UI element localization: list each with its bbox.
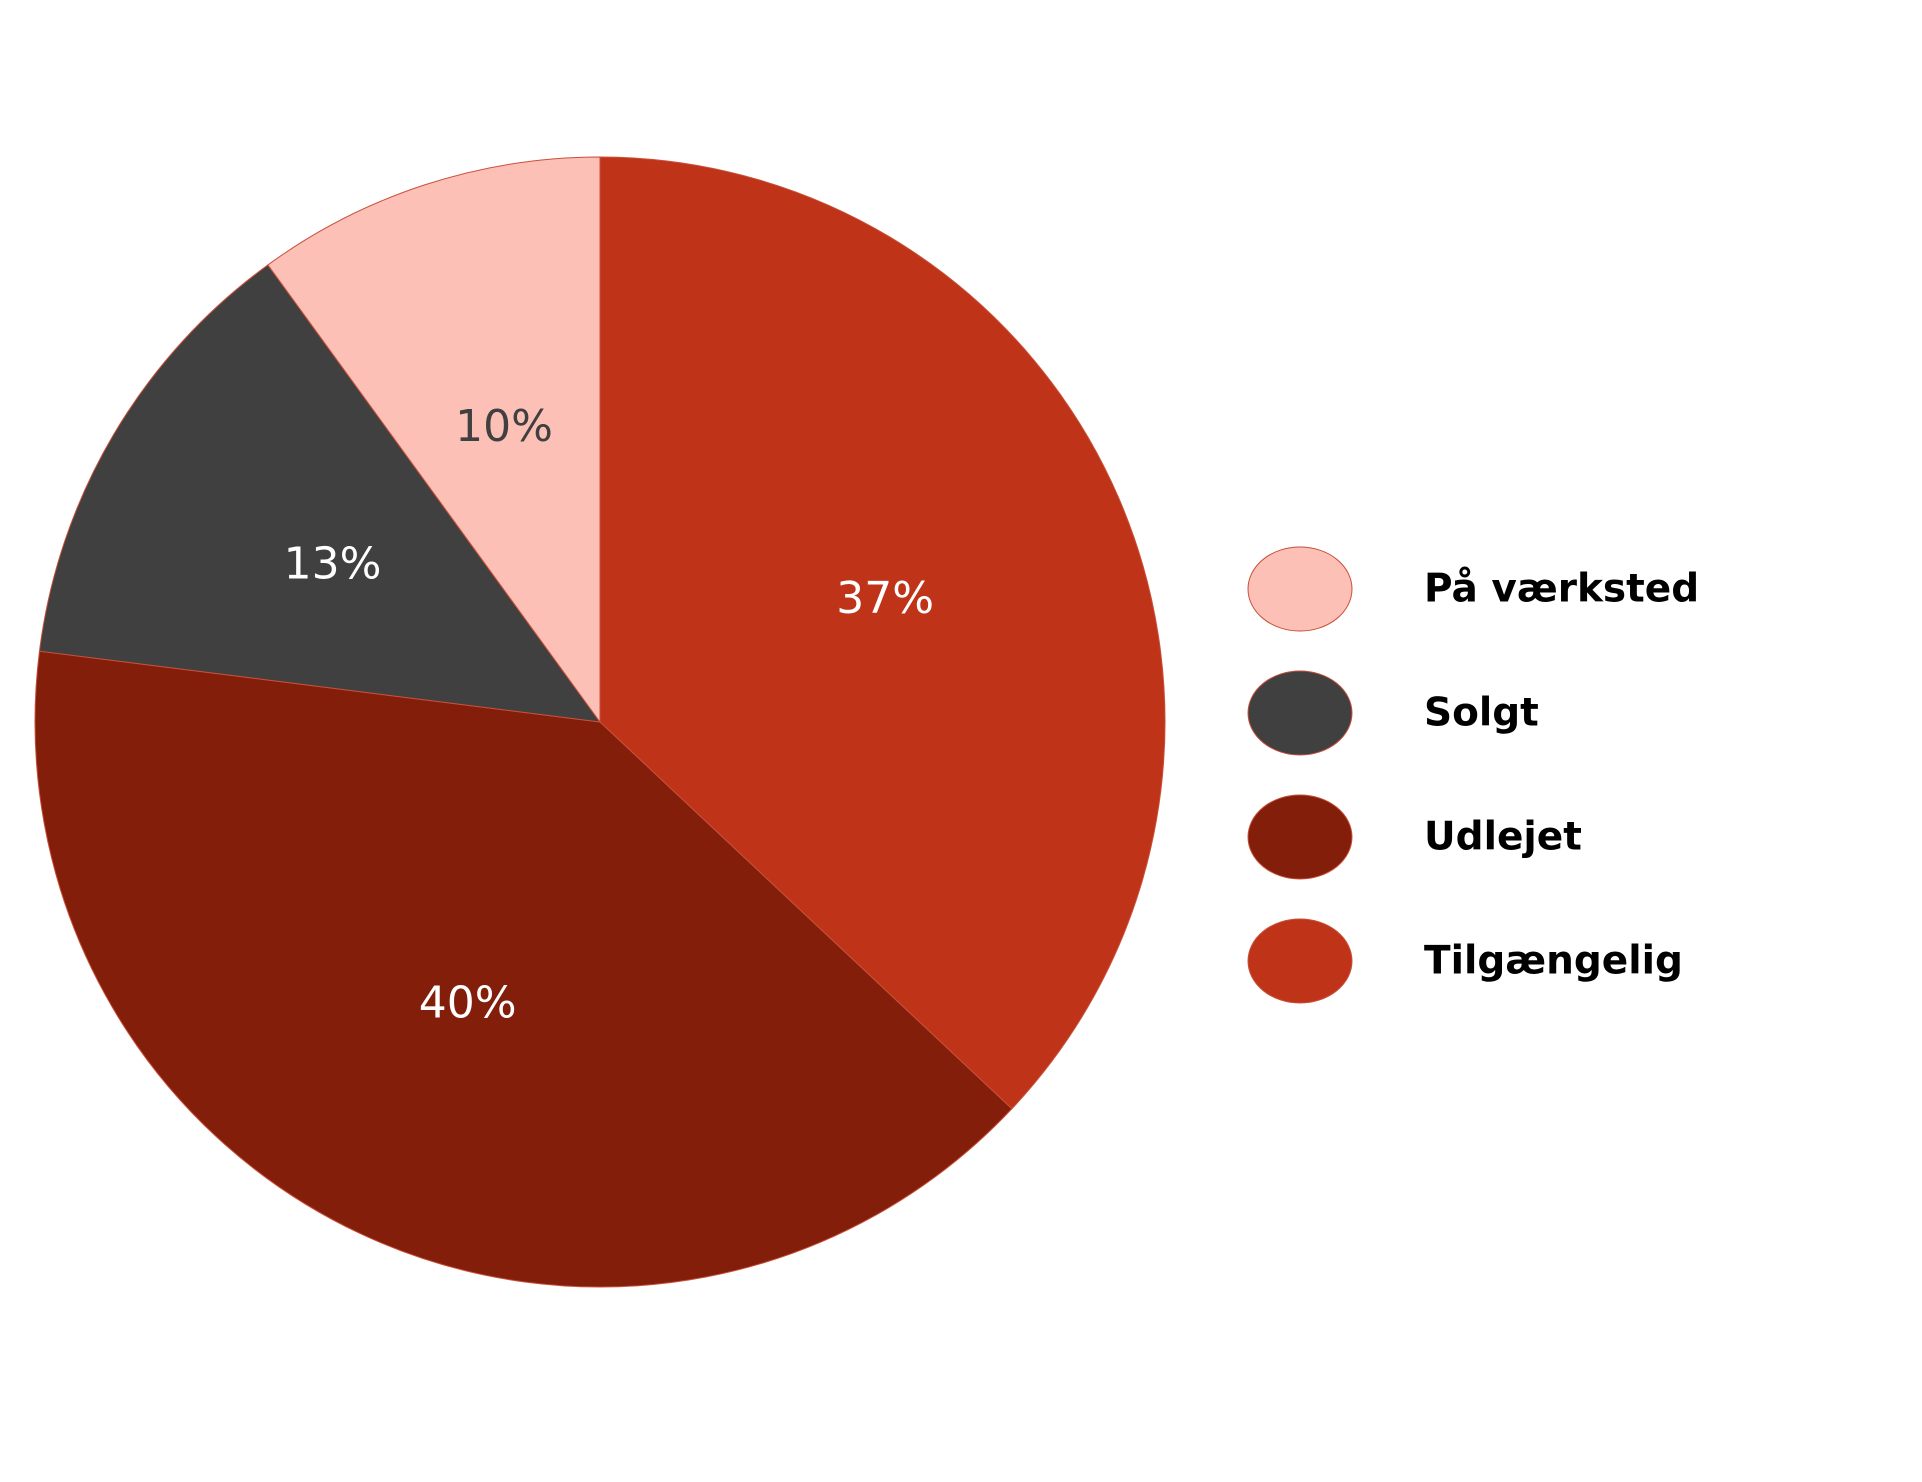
legend-label: På værksted bbox=[1424, 567, 1699, 612]
slice-value-label: 13% bbox=[284, 538, 382, 589]
legend-swatch bbox=[1247, 670, 1353, 756]
slice-value-label: 10% bbox=[455, 401, 553, 452]
legend-label: Tilgængelig bbox=[1424, 939, 1683, 984]
pie-slice-solgt bbox=[38, 264, 602, 723]
pie-slice-pa-vaerksted bbox=[267, 156, 601, 724]
legend-swatch bbox=[1247, 546, 1353, 632]
pie-slice-udlejet bbox=[34, 650, 1013, 1288]
slice-value-label: 40% bbox=[419, 978, 517, 1029]
legend-label: Solgt bbox=[1424, 691, 1539, 736]
legend-label: Udlejet bbox=[1424, 815, 1582, 860]
pie-slice-labels: 37% 40% 13% 10% bbox=[284, 401, 934, 1029]
legend-swatch bbox=[1247, 918, 1353, 1004]
slice-value-label: 37% bbox=[836, 573, 934, 624]
pie-slices bbox=[34, 156, 1166, 1288]
legend: På værksted Solgt Udlejet Tilgængelig bbox=[1247, 546, 1699, 1004]
pie-slice-tilgaengelig bbox=[599, 156, 1166, 1110]
legend-swatch bbox=[1247, 794, 1353, 880]
